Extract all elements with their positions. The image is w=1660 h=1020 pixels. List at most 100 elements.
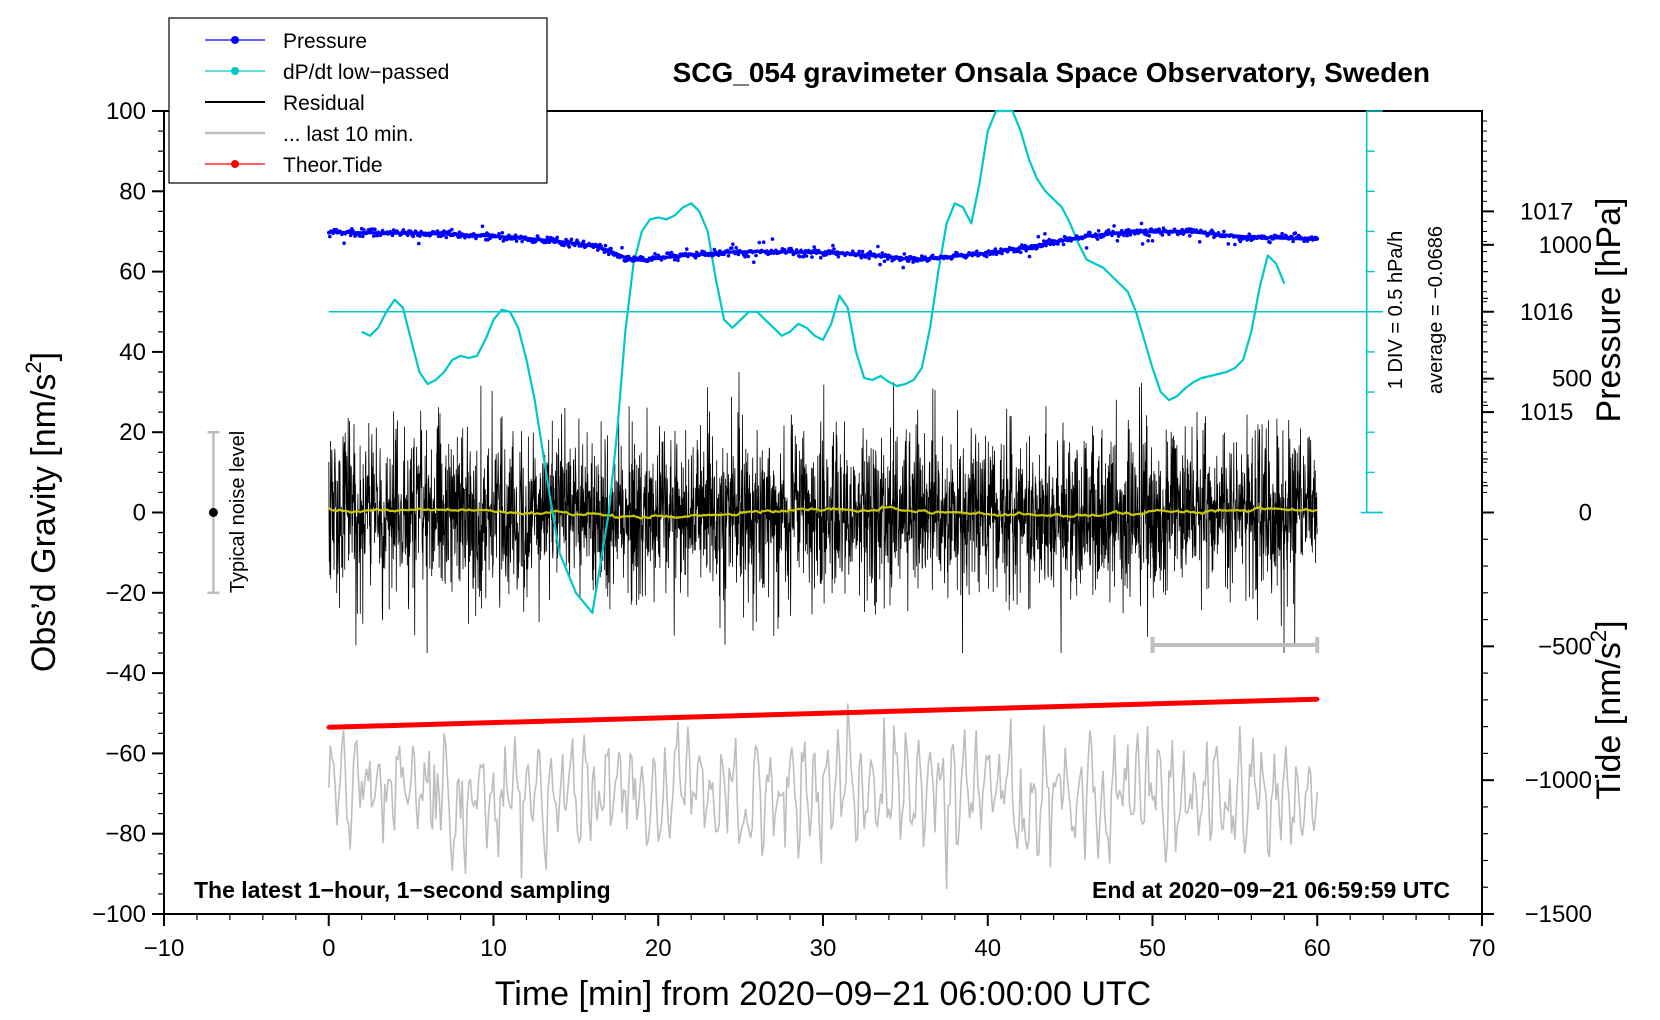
pressure-point [607,252,611,256]
pressure-point [722,252,726,256]
pressure-point [328,234,332,239]
pressure-point [1061,242,1066,247]
tide-point [985,706,990,711]
legend-marker-pressure [231,36,239,44]
pressure-point [520,239,524,244]
pressure-point [1144,228,1148,232]
pressure-point [579,244,584,248]
y-axis-title-close: ] [25,352,63,361]
pressure-point [1180,227,1184,232]
tide-point [1183,700,1188,706]
pressure-point [1222,229,1226,234]
pressure-point [1088,230,1092,235]
tide-point [919,708,925,713]
pressure-point [1033,244,1037,248]
pressure-point [1161,226,1166,230]
pressure-point [1122,233,1126,238]
pressure-point [563,242,567,247]
pressure-point [819,255,823,260]
tide-point [491,720,496,725]
pressure-point [361,234,365,238]
tide-point [1051,704,1056,709]
noise-level-marker [207,430,220,595]
pressure-point [993,247,998,251]
legend-label-residual: Residual [283,92,365,115]
x-tick-label: 20 [645,935,672,962]
pressure-point [902,252,907,256]
residual-smooth-line [327,505,1318,520]
pressure-point [676,258,680,263]
pressure-point [1125,233,1129,238]
tide-point [721,713,727,719]
pressure-point [809,251,813,255]
dpdt-div-label: 1 DIV = 0.5 hPa/h [1385,231,1407,389]
tide-point [754,712,760,718]
dpdt-line [361,109,1286,615]
pressure-point [573,243,577,248]
pressure-point [390,233,395,238]
pressure-point [904,255,909,260]
y-tick-label: 40 [119,339,146,366]
pressure-point [1115,239,1120,243]
x-tick-label: 30 [810,935,837,962]
pressure-point [500,231,505,235]
footer-left-note: The latest 1−hour, 1−second sampling [194,877,611,903]
pressure-axis-ticks: 1015 1016 1017 [1482,120,1573,493]
pressure-point [373,227,377,232]
pressure-point [975,249,979,254]
pressure-axis-title: Pressure [hPa] [1590,198,1628,423]
pressure-point [1157,227,1161,231]
pressure-point [1139,221,1144,226]
pressure-point [1022,246,1026,251]
chart-title: SCG_054 gravimeter Onsala Space Observat… [673,57,1430,88]
y-tick-label: −80 [105,821,146,848]
pressure-point [1112,224,1116,228]
pressure-point [1226,242,1231,246]
pressure-point [1048,242,1053,246]
pressure-point [1000,251,1004,256]
pressure-point [1043,232,1047,236]
y-axis-ticks: −100 −80 −60 −40 −20 0 20 40 60 80 100 [92,98,164,928]
pressure-point [1138,228,1143,233]
pressure-point [859,255,864,260]
tide-point [656,715,661,721]
pressure-point [882,259,887,264]
pressure-point [1150,239,1155,243]
pressure-point [565,239,569,243]
pressure-point [1060,239,1065,243]
pressure-point [1290,235,1294,239]
pressure-point [702,250,707,254]
legend: Pressure dP/dt low−passed Residual ... l… [168,17,548,184]
pressure-point [824,252,829,257]
pressure-point [810,255,814,259]
pressure-point [711,253,715,258]
pressure-point [931,253,935,258]
tide-point [425,722,430,727]
pressure-point [1146,239,1150,243]
x-tick-label: 70 [1469,935,1496,962]
pressure-point [1044,243,1048,248]
tide-point [1150,701,1155,707]
y-axis-title-sup: 2 [21,361,46,373]
pressure-point [369,230,374,235]
x-axis-ticks: −10 0 10 20 30 40 50 60 70 [144,914,1496,962]
tide-tick-label: 0 [1579,500,1592,527]
x-tick-label: 0 [322,935,335,962]
pressure-point [1084,246,1089,250]
tide-axis-title: Tide [nm/s2] [1586,620,1628,799]
tide-axis-title-main: Tide [nm/s [1590,642,1628,799]
pressure-point [1268,240,1272,245]
tide-point [1084,703,1089,708]
pressure-point [798,254,802,259]
pressure-point [347,229,352,233]
pressure-point [768,251,773,256]
legend-marker-dpdt [231,67,239,75]
legend-marker-tide [231,160,239,168]
pressure-point [830,249,834,254]
x-tick-label: 10 [480,935,507,962]
tide-point [1249,698,1254,704]
pressure-point [736,252,741,257]
pressure-point [1128,233,1133,237]
pressure-point [801,254,805,259]
pressure-point [1114,231,1119,235]
